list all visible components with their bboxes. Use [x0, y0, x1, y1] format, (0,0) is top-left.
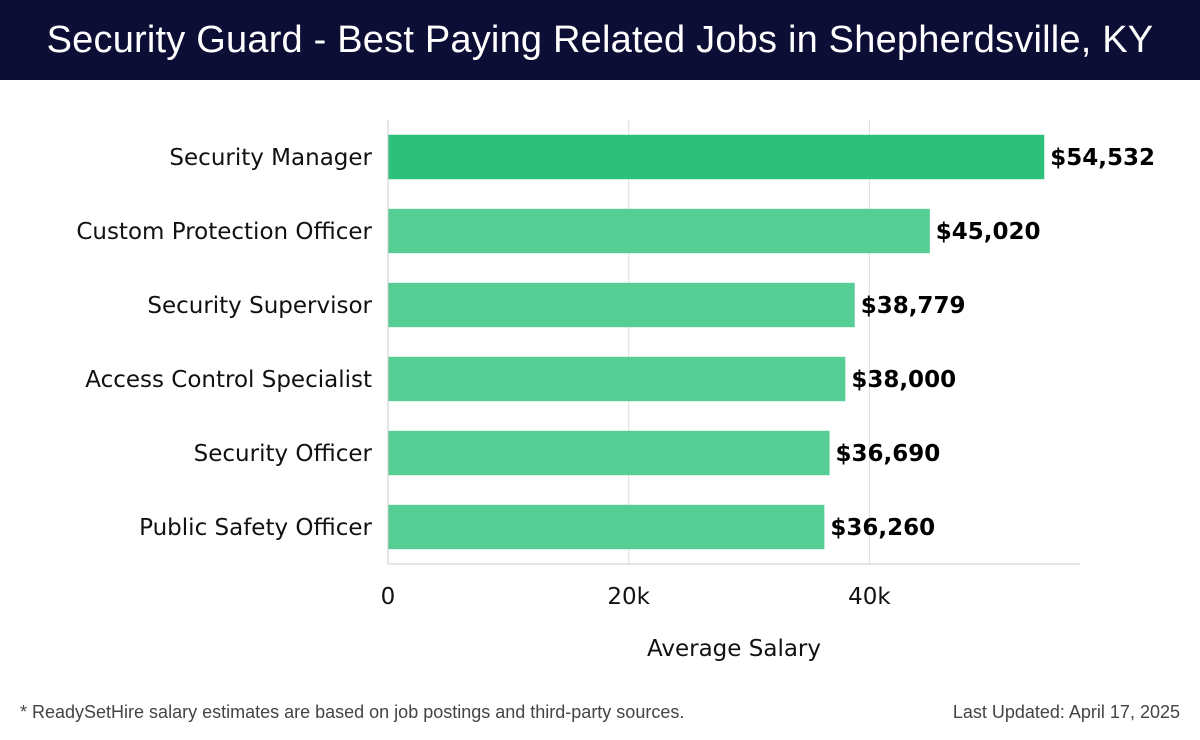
gridlines: [628, 120, 870, 564]
bars: $54,532 $45,020 $38,779 $38,000 $36,690 $36,2…: [388, 134, 1155, 550]
bar: [388, 208, 930, 254]
value-label: $38,000: [851, 367, 956, 393]
value-label: $38,779: [861, 293, 966, 319]
category-label: Public Safety Officer: [139, 515, 372, 541]
category-label: Security Manager: [169, 145, 372, 171]
value-label: $36,260: [830, 515, 935, 541]
category-label: Security Supervisor: [147, 293, 372, 319]
salary-bar-chart: $54,532 $45,020 $38,779 $38,000 $36,690 $36,2…: [76, 120, 1155, 662]
value-label: $36,690: [836, 441, 941, 467]
footnote: * ReadySetHire salary estimates are base…: [20, 702, 685, 722]
title-bar: Security Guard - Best Paying Related Job…: [0, 0, 1200, 80]
category-label: Security Officer: [194, 441, 373, 467]
x-axis-title: Average Salary: [647, 636, 821, 662]
x-tick-label: 0: [381, 584, 396, 610]
bar: [388, 430, 830, 476]
x-tick-label: 20k: [607, 584, 650, 610]
page-title: Security Guard - Best Paying Related Job…: [46, 18, 1154, 61]
last-updated: Last Updated: April 17, 2025: [952, 702, 1180, 722]
category-label: Custom Protection Officer: [76, 219, 372, 245]
x-tick-label: 40k: [848, 584, 891, 610]
bar: [388, 134, 1045, 180]
bar: [388, 282, 855, 328]
category-label: Access Control Specialist: [85, 367, 372, 393]
value-label: $45,020: [936, 219, 1041, 245]
bar: [388, 504, 825, 550]
bar: [388, 356, 846, 402]
axes: 0 20k 40k Security Manager Custom Protection…: [76, 120, 1080, 610]
value-label: $54,532: [1050, 145, 1155, 171]
